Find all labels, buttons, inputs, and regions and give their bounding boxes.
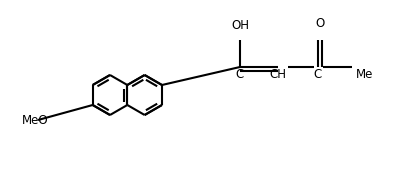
Text: MeO: MeO <box>22 114 49 127</box>
Text: CH: CH <box>269 68 286 81</box>
Text: OH: OH <box>231 19 249 32</box>
Text: O: O <box>315 17 324 30</box>
Text: C: C <box>314 68 322 81</box>
Text: C: C <box>236 68 244 81</box>
Text: Me: Me <box>356 68 373 81</box>
